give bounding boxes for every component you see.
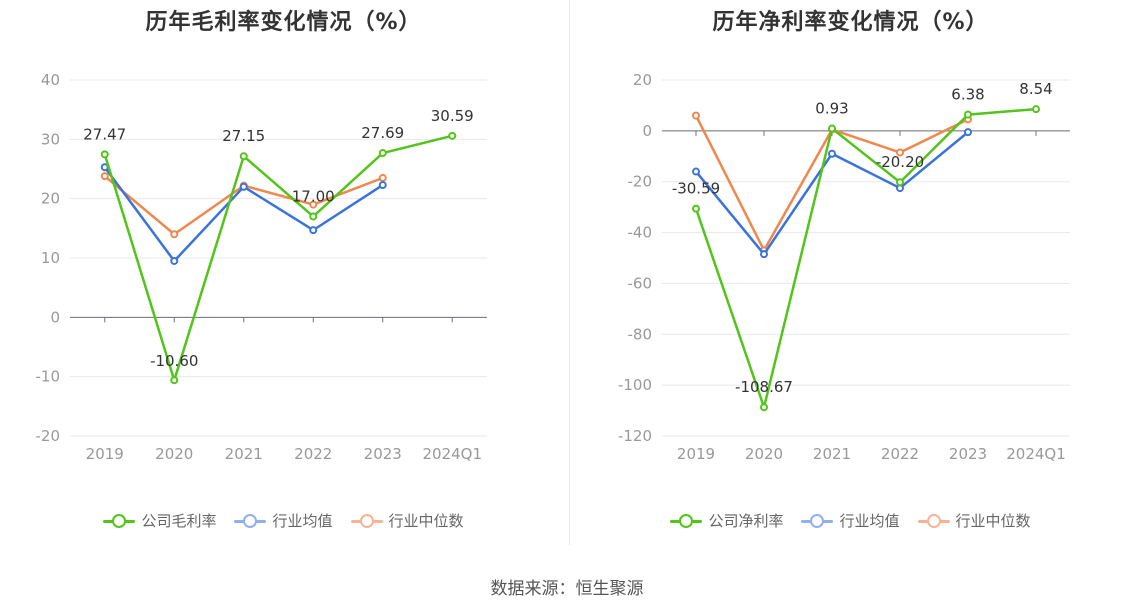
data-point xyxy=(170,256,179,265)
y-tick-label: 20 xyxy=(633,71,652,89)
x-tick-label: 2023 xyxy=(364,445,402,463)
legend-line-icon xyxy=(103,513,136,529)
legend-label: 行业均值 xyxy=(272,512,333,530)
data-point xyxy=(448,131,457,140)
data-point xyxy=(760,250,768,259)
legend-label: 公司净利率 xyxy=(708,512,784,530)
y-tick-label: -20 xyxy=(628,173,653,191)
data-point xyxy=(378,149,387,158)
x-tick-label: 2024Q1 xyxy=(422,445,482,463)
legend-label: 行业中位数 xyxy=(955,512,1031,530)
series-line-0 xyxy=(103,134,453,382)
legend-line-icon xyxy=(801,513,834,529)
gross-margin-chart-title: 历年毛利率变化情况（%） xyxy=(145,10,422,35)
data-point xyxy=(1032,105,1040,114)
legend-industry-average[interactable]: 行业均值 xyxy=(234,510,333,531)
data-point xyxy=(309,200,318,209)
y-tick-label: 0 xyxy=(642,122,652,140)
x-tick-label: 2022 xyxy=(881,445,919,463)
data-label: 8.54 xyxy=(1019,80,1052,98)
data-point xyxy=(378,173,387,182)
x-tick-label: 2022 xyxy=(294,445,332,463)
x-tick-label: 2021 xyxy=(225,445,263,463)
data-point xyxy=(309,212,318,221)
data-point xyxy=(239,152,248,161)
y-tick-label: -120 xyxy=(618,427,652,445)
data-label: 0.93 xyxy=(815,99,848,117)
series-line-0 xyxy=(694,107,1037,409)
legend-company-net-margin[interactable]: 公司净利率 xyxy=(670,510,783,531)
data-label: 6.38 xyxy=(951,86,984,104)
data-label: 27.69 xyxy=(361,124,404,142)
legend-industry-average[interactable]: 行业均值 xyxy=(801,510,900,531)
legend-line-icon xyxy=(350,513,383,529)
data-label: 27.47 xyxy=(83,125,126,143)
data-point xyxy=(239,182,248,191)
gross-margin-chart: -20 -10 0 10 20 30 40 2019 2020 2021 2022 2023 2024Q… xyxy=(36,71,487,463)
legend-company-gross-margin[interactable]: 公司毛利率 xyxy=(103,510,216,531)
x-tick-label: 2020 xyxy=(155,445,193,463)
data-point xyxy=(692,204,700,213)
x-tick-label: 2019 xyxy=(677,445,715,463)
data-point xyxy=(100,150,109,159)
x-tick-label: 2023 xyxy=(949,445,987,463)
panel-divider xyxy=(569,0,570,545)
data-point xyxy=(828,149,836,158)
data-label: -108.67 xyxy=(735,378,793,396)
y-tick-label: -60 xyxy=(628,274,653,292)
x-tick-label: 2021 xyxy=(813,445,851,463)
data-source-note: 数据来源：恒生聚源 xyxy=(490,579,644,599)
data-point xyxy=(692,111,700,120)
net-margin-chart: -120 -100 -80 -60 -40 -20 0 20 2019 2020 2021 2022 2… xyxy=(618,71,1070,463)
y-tick-label: 10 xyxy=(41,249,60,267)
data-label: 17.00 xyxy=(292,187,335,205)
data-point xyxy=(964,110,972,119)
gross-margin-chart-panel: 历年毛利率变化情况（%） -20 -10 0 10 20 30 40 2019 2020 2021… xyxy=(0,0,567,560)
data-point xyxy=(896,178,904,187)
y-tick-label: -100 xyxy=(618,376,652,394)
legend-label: 行业中位数 xyxy=(388,512,464,530)
data-point xyxy=(378,181,387,190)
x-tick-label: 2020 xyxy=(745,445,783,463)
net-margin-chart-title: 历年净利率变化情况（%） xyxy=(712,10,989,35)
x-tick-label: 2024Q1 xyxy=(1006,445,1066,463)
y-tick-label: -20 xyxy=(36,427,61,445)
data-point xyxy=(100,172,109,181)
net-margin-chart-panel: 历年净利率变化情况（%） -120 -100 -80 -60 -40 -20 0 20 2019… xyxy=(567,0,1134,560)
data-point xyxy=(170,230,179,239)
data-point xyxy=(896,148,904,157)
data-point xyxy=(309,226,318,235)
x-tick-label: 2019 xyxy=(86,445,124,463)
data-point xyxy=(760,403,768,412)
net-margin-legend: 公司净利率 行业均值 行业中位数 xyxy=(567,510,1134,531)
data-point xyxy=(828,124,836,133)
legend-line-icon xyxy=(234,513,267,529)
y-tick-label: -10 xyxy=(36,368,61,386)
legend-line-icon xyxy=(670,513,703,529)
y-tick-label: 40 xyxy=(41,71,60,89)
y-tick-label: 30 xyxy=(41,130,60,148)
data-label: 27.15 xyxy=(222,127,265,145)
legend-label: 行业均值 xyxy=(839,512,900,530)
y-tick-label: -80 xyxy=(628,325,653,343)
data-label: -20.20 xyxy=(876,153,924,171)
legend-industry-median[interactable]: 行业中位数 xyxy=(917,510,1031,531)
gross-margin-legend: 公司毛利率 行业均值 行业中位数 xyxy=(0,510,567,531)
y-tick-label: 0 xyxy=(50,308,60,326)
y-tick-label: 20 xyxy=(41,190,60,208)
legend-label: 公司毛利率 xyxy=(141,512,217,530)
data-point xyxy=(692,167,700,176)
legend-industry-median[interactable]: 行业中位数 xyxy=(350,510,464,531)
legend-line-icon xyxy=(917,513,950,529)
data-label: -30.59 xyxy=(672,180,720,198)
y-tick-label: -40 xyxy=(628,224,653,242)
data-label: -10.60 xyxy=(150,352,198,370)
data-point xyxy=(170,376,179,385)
data-point xyxy=(964,128,972,137)
data-label: 30.59 xyxy=(431,107,474,125)
series-line-1 xyxy=(103,166,384,263)
